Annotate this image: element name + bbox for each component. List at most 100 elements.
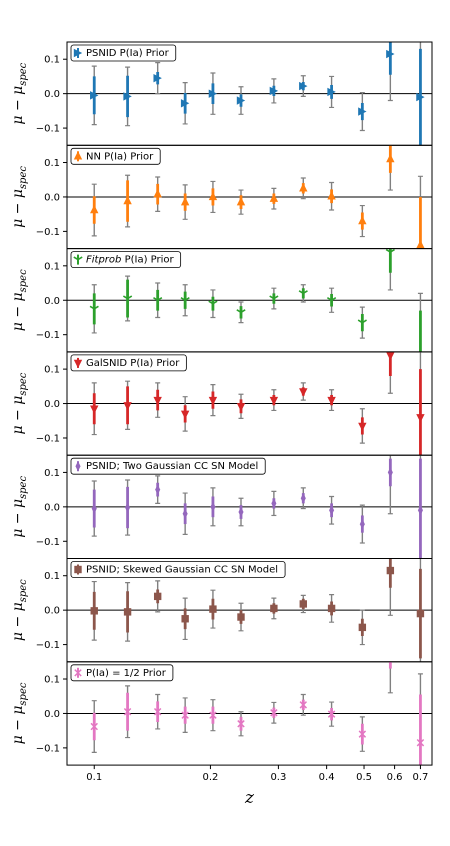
data-point — [236, 96, 246, 105]
legend-marker — [74, 669, 82, 677]
y-tick-label: 0.0 — [44, 709, 60, 720]
legend-box — [70, 561, 286, 578]
y-tick-label: −0.1 — [36, 433, 60, 444]
data-point — [210, 501, 216, 513]
legend-marker — [74, 565, 82, 574]
y-tick-label: 0.1 — [44, 468, 60, 479]
data-point — [123, 195, 132, 205]
data-point — [387, 467, 393, 478]
panel-6: −0.1 0.0 0.1 μ − μspec PSNID; Skewed Gaussia… — [10, 558, 433, 663]
legend-marker — [73, 359, 83, 369]
data-point — [153, 297, 163, 305]
legend: P(Ia) = 1/2 Prior — [70, 664, 174, 682]
data-point — [385, 248, 395, 257]
data-point — [180, 297, 190, 305]
y-tick-label: 0.0 — [44, 399, 60, 410]
x-tick-label: 0.7 — [412, 772, 428, 783]
data-point — [298, 290, 308, 298]
data-point — [416, 738, 425, 747]
data-point — [237, 613, 245, 621]
panel-data — [91, 455, 423, 559]
x-tick-label: 0.6 — [387, 772, 403, 783]
data-point — [359, 518, 365, 530]
data-point — [90, 405, 99, 414]
panel-data — [90, 661, 425, 766]
legend-box — [70, 664, 174, 682]
x-tick-label: 0.3 — [270, 772, 286, 783]
y-tick-label: −0.1 — [36, 537, 60, 548]
data-point — [386, 153, 395, 163]
data-point — [90, 204, 99, 214]
data-point — [299, 600, 307, 608]
data-point — [153, 707, 162, 716]
data-point — [416, 414, 425, 423]
data-point — [326, 297, 337, 305]
data-point — [125, 502, 131, 513]
y-axis-label: μ − μspec — [10, 372, 29, 434]
data-point — [269, 295, 279, 303]
data-point — [180, 99, 190, 108]
legend-label: PSNID; Two Gaussian CC SN Model — [86, 461, 258, 472]
data-point — [386, 352, 395, 361]
data-point — [91, 503, 97, 514]
data-point — [208, 89, 218, 98]
y-axis-label: μ − μspec — [10, 476, 29, 538]
y-tick-label: 0.1 — [44, 571, 60, 582]
data-point — [155, 484, 161, 495]
y-tick-label: 0.1 — [44, 55, 60, 66]
data-point — [329, 505, 335, 516]
data-point — [416, 239, 425, 249]
data-point — [122, 295, 133, 303]
y-tick-label: −0.1 — [36, 124, 60, 135]
data-point — [270, 709, 278, 717]
y-tick-label: 0.1 — [44, 261, 60, 272]
data-point — [327, 396, 336, 406]
data-point — [236, 309, 246, 317]
legend-marker — [73, 151, 83, 160]
legend-marker — [73, 48, 83, 58]
data-point — [208, 396, 218, 406]
y-axis-label: μ − μspec — [10, 62, 29, 124]
data-point — [236, 196, 246, 206]
data-point — [153, 396, 162, 406]
legend: PSNID; Two Gaussian CC SN Model — [70, 457, 266, 475]
legend-label: NN P(Ia) Prior — [86, 151, 154, 162]
x-tick-label: 0.2 — [202, 772, 218, 783]
data-point — [236, 403, 246, 412]
x-tick-label: 0.4 — [319, 772, 335, 783]
data-point — [299, 701, 308, 709]
data-point — [237, 720, 245, 728]
data-point — [386, 566, 395, 575]
data-point — [327, 604, 336, 613]
data-point — [209, 711, 217, 719]
y-axis-label: μ − μspec — [10, 579, 29, 641]
data-point — [153, 73, 162, 83]
data-point — [180, 196, 190, 206]
panel-data — [90, 42, 425, 146]
data-point — [153, 188, 162, 198]
y-tick-label: −0.1 — [36, 640, 60, 651]
panel-5: −0.1 0.0 0.1 μ − μspec PSNID; Two Gaussian C… — [10, 454, 433, 560]
data-point — [299, 81, 308, 91]
y-tick-label: 0.1 — [44, 675, 60, 686]
panel-2: −0.1 0.0 0.1 μ − μspec NN P(Ia) Prior — [10, 144, 433, 250]
data-point — [299, 388, 308, 397]
legend-marker — [73, 256, 83, 264]
legend-label: PSNID; Skewed Gaussian CC SN Model — [86, 565, 278, 576]
data-point — [208, 191, 218, 201]
data-point — [123, 608, 132, 616]
data-point — [358, 623, 367, 632]
y-tick-label: −0.1 — [36, 330, 60, 341]
panel-data — [90, 145, 425, 249]
data-point — [181, 711, 189, 719]
data-point — [358, 107, 367, 116]
x-axis: 0.1 0.2 0.3 0.4 0.5 0.6 0.7 — [86, 765, 428, 783]
data-point — [89, 305, 99, 314]
legend-box — [70, 44, 177, 62]
data-point — [90, 91, 99, 100]
data-point — [123, 92, 132, 101]
panel-data — [89, 248, 423, 352]
